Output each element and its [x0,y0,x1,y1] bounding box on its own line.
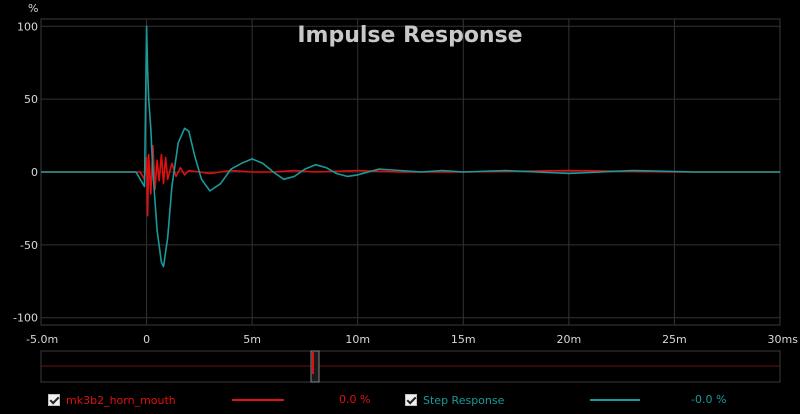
x-tick-label: -5.0m [26,333,58,346]
x-tick-label: 5m [243,333,261,346]
y-tick-label: -100 [13,312,38,325]
y-tick-label: 100 [17,20,38,33]
legend-name-mk3b2-horn-mouth: mk3b2_horn_mouth [66,393,176,407]
x-tick-label: 10m [345,333,370,346]
y-tick-label: 0 [31,166,38,179]
legend-swatch-mk3b2-horn-mouth [232,399,284,401]
chart-background [0,0,800,386]
tick-labels: -5.0m 0 5m 10m 15m 20m 25m 30ms 100 50 0 -50 -100 [13,20,798,346]
x-tick-label: 20m [556,333,581,346]
legend-value-mk3b2-horn-mouth: 0.0 % [339,393,371,406]
x-tick-label: 25m [662,333,687,346]
x-tick-label: 30ms [768,333,799,346]
legend-name-step-response: Step Response [423,393,505,407]
chart-title: Impulse Response [297,23,522,48]
legend-item-step-response[interactable]: Step Response [405,392,504,408]
series-line-mk3b2-horn-mouth [41,145,780,217]
legend-swatch-step-response [590,399,640,401]
legend-checkbox-mk3b2-horn-mouth[interactable] [48,394,60,406]
legend-checkbox-step-response[interactable] [405,394,417,406]
legend-item-mk3b2-horn-mouth[interactable]: mk3b2_horn_mouth [48,392,176,408]
x-tick-label: 0 [143,333,150,346]
y-axis-unit-label: % [28,2,38,15]
overview-window-handle[interactable] [310,350,320,383]
legend-value-step-response: -0.0 % [691,393,727,406]
legend-bar: mk3b2_horn_mouth 0.0 % Step Response -0.… [0,386,800,414]
series-line-step-response [41,25,780,268]
x-tick-label: 15m [451,333,476,346]
y-tick-label: 50 [24,93,38,106]
overview-strip[interactable] [40,350,781,383]
y-tick-label: -50 [20,239,38,252]
series-layer [41,25,780,268]
